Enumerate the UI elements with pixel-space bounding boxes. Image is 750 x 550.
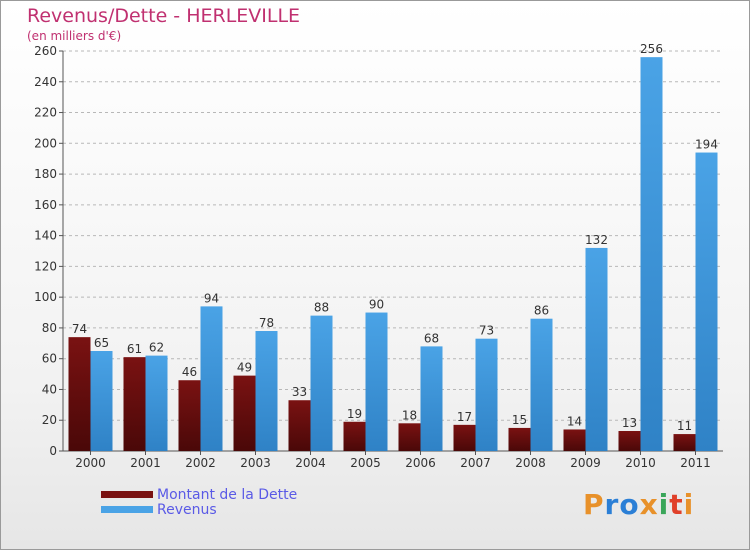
legend-item-revenus: Revenus — [101, 501, 297, 518]
bar-dette — [178, 380, 201, 451]
data-label-revenus: 86 — [534, 304, 549, 318]
y-tick-label: 120 — [34, 259, 57, 273]
data-label-dette: 18 — [402, 408, 417, 422]
data-label-revenus: 194 — [695, 138, 718, 152]
bar-revenus — [365, 312, 388, 451]
y-tick-label: 100 — [34, 290, 57, 304]
data-label-dette: 49 — [237, 361, 252, 375]
x-tick-label: 2007 — [460, 456, 491, 470]
x-tick-label: 2005 — [350, 456, 381, 470]
data-label-dette: 19 — [347, 407, 362, 421]
bar-dette — [618, 431, 641, 451]
y-tick-label: 140 — [34, 229, 57, 243]
x-tick-label: 2008 — [515, 456, 546, 470]
data-label-revenus: 94 — [204, 291, 219, 305]
data-label-revenus: 78 — [259, 316, 274, 330]
data-label-dette: 14 — [567, 414, 582, 428]
y-tick-label: 40 — [42, 382, 57, 396]
data-label-dette: 46 — [182, 365, 197, 379]
x-tick-label: 2011 — [680, 456, 711, 470]
bar-dette — [398, 423, 421, 451]
data-label-revenus: 90 — [369, 298, 384, 312]
data-label-dette: 33 — [292, 385, 307, 399]
y-tick-label: 60 — [42, 352, 57, 366]
chart-title: Revenus/Dette - HERLEVILLE — [27, 5, 301, 27]
data-label-revenus: 65 — [94, 336, 109, 350]
data-label-dette: 15 — [512, 413, 527, 427]
bar-revenus — [145, 355, 168, 451]
bar-revenus — [695, 152, 718, 452]
x-tick-label: 2002 — [185, 456, 216, 470]
data-label-revenus: 73 — [479, 324, 494, 338]
bar-dette — [453, 424, 476, 451]
legend-label-revenus: Revenus — [157, 501, 217, 518]
y-tick-label: 160 — [34, 198, 57, 212]
x-tick-label: 2009 — [570, 456, 601, 470]
x-tick-label: 2000 — [75, 456, 106, 470]
bar-revenus — [420, 346, 443, 451]
x-tick-label: 2004 — [295, 456, 326, 470]
logo-letter: r — [604, 488, 620, 521]
logo-letter: x — [639, 488, 659, 521]
data-label-dette: 13 — [622, 416, 637, 430]
legend-label-dette: Montant de la Dette — [157, 486, 298, 503]
y-tick-label: 0 — [49, 444, 57, 458]
logo-letter: i — [658, 488, 670, 521]
y-tick-label: 260 — [34, 44, 57, 58]
bar-dette — [343, 421, 366, 451]
bar-revenus — [255, 331, 278, 451]
data-label-revenus: 132 — [585, 233, 608, 247]
bar-dette — [123, 357, 146, 451]
x-tick-label: 2001 — [130, 456, 161, 470]
legend: Montant de la Dette Revenus — [101, 486, 298, 518]
bar-revenus — [200, 306, 223, 451]
logo-letter: t — [669, 488, 684, 521]
data-label-revenus: 88 — [314, 301, 329, 315]
y-tick-label: 180 — [34, 167, 57, 181]
y-tick-label: 80 — [42, 321, 57, 335]
logo-letter: o — [619, 488, 640, 521]
bar-dette — [68, 337, 91, 451]
logo-letter: P — [583, 488, 605, 521]
bar-revenus — [90, 351, 113, 451]
proxiti-logo: Proxiti — [583, 488, 694, 521]
data-label-revenus: 68 — [424, 331, 439, 345]
y-tick-label: 20 — [42, 413, 57, 427]
legend-item-dette: Montant de la Dette — [101, 486, 298, 503]
bar-dette — [508, 427, 531, 451]
bar-revenus — [475, 338, 498, 451]
bar-revenus — [530, 318, 553, 451]
chart-subtitle: (en milliers d'€) — [27, 29, 122, 43]
data-label-dette: 74 — [72, 322, 87, 336]
data-label-revenus: 62 — [149, 341, 164, 355]
logo-letter: i — [683, 488, 695, 521]
bar-revenus — [585, 247, 608, 451]
legend-swatch-revenus — [101, 506, 153, 513]
data-label-dette: 61 — [127, 342, 142, 356]
x-tick-label: 2010 — [625, 456, 656, 470]
data-label-dette: 17 — [457, 410, 472, 424]
bar-revenus — [310, 315, 333, 451]
y-tick-label: 240 — [34, 75, 57, 89]
bar-dette — [673, 434, 696, 451]
y-tick-label: 220 — [34, 106, 57, 120]
data-label-dette: 11 — [677, 419, 692, 433]
bar-dette — [288, 400, 311, 451]
legend-swatch-dette — [101, 491, 153, 498]
x-tick-label: 2006 — [405, 456, 436, 470]
y-tick-label: 200 — [34, 136, 57, 150]
x-tick-label: 2003 — [240, 456, 271, 470]
bar-dette — [563, 429, 586, 451]
bar-revenus — [640, 57, 663, 452]
data-label-revenus: 256 — [640, 42, 663, 56]
bar-dette — [233, 375, 256, 451]
